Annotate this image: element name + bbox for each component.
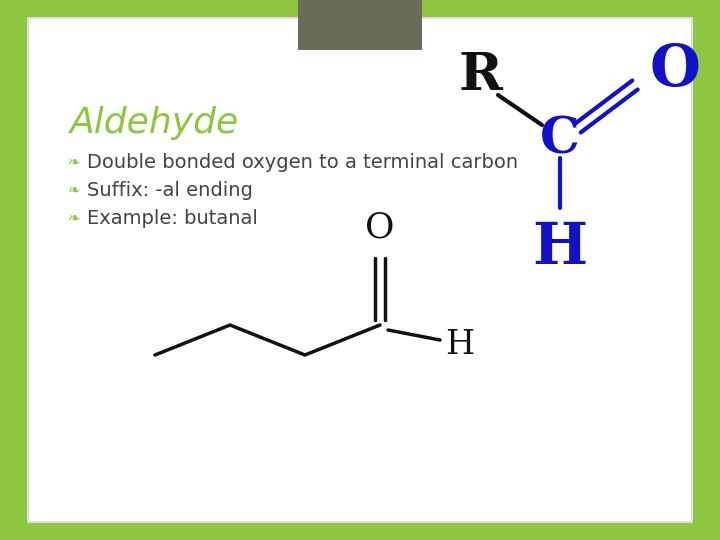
Text: Example: butanal: Example: butanal [87,208,258,227]
Text: H: H [445,329,474,361]
Text: O: O [365,211,395,245]
Text: ❧: ❧ [68,183,81,198]
Text: C: C [540,116,580,165]
FancyBboxPatch shape [28,18,692,522]
FancyBboxPatch shape [298,0,422,50]
Text: H: H [532,220,588,276]
Text: Suffix: -al ending: Suffix: -al ending [87,180,253,199]
Text: ❧: ❧ [68,154,81,170]
Text: Aldehyde: Aldehyde [70,106,239,140]
Text: Double bonded oxygen to a terminal carbon: Double bonded oxygen to a terminal carbo… [87,152,518,172]
Text: R: R [458,50,502,100]
Text: ❧: ❧ [68,211,81,226]
Text: O: O [649,42,701,98]
